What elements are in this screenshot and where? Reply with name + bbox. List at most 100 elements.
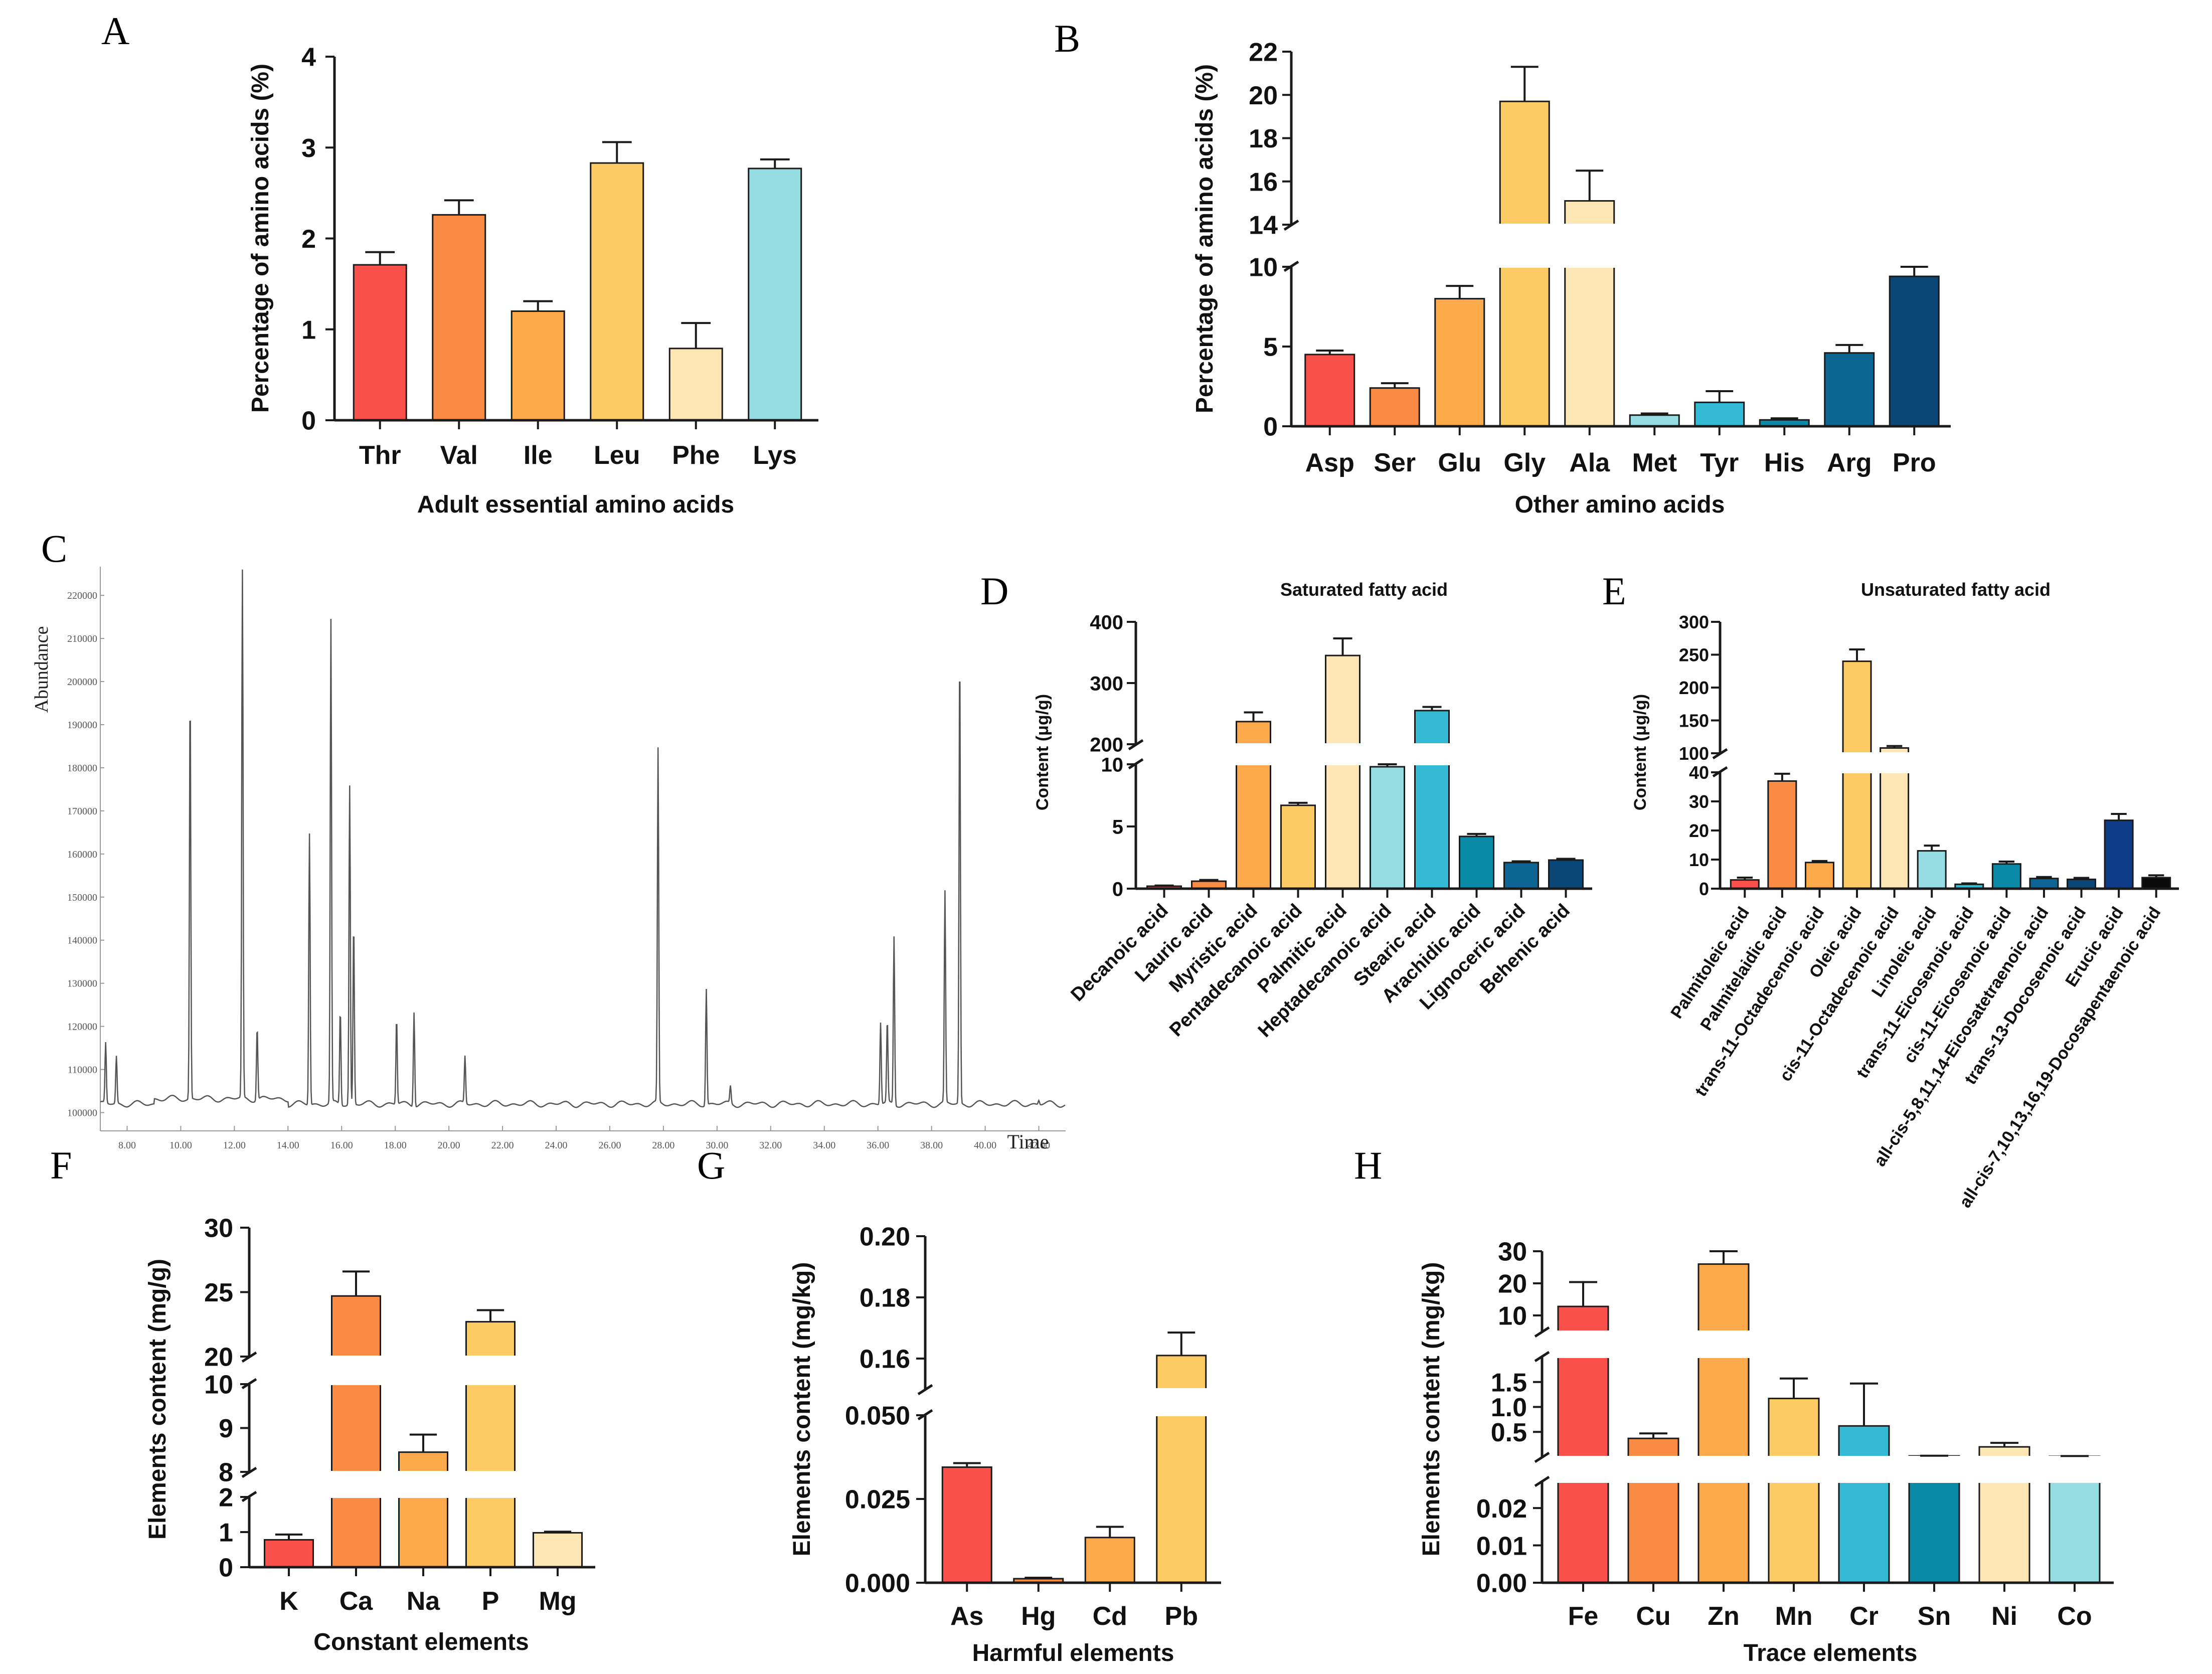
y-axis-label: Percentage of amino acids (%) [1192,64,1218,413]
y-tick-label: 400 [1090,611,1123,633]
axis-break-mark [1534,1451,1550,1463]
category-label: Gly [1503,448,1546,477]
y-tick-label: 200000 [67,677,97,688]
panel-letter-f: F [50,1143,72,1187]
category-label: Pb [1165,1602,1198,1631]
y-tick-label: 110000 [68,1065,97,1076]
bar-lys [748,168,802,421]
y-tick-label: 0.00 [1476,1569,1527,1598]
y-tick-label: 30 [1498,1238,1527,1267]
category-label: Arg [1827,448,1872,477]
x-axis-label: Adult essential amino acids [417,491,734,518]
x-axis-label: Harmful elements [972,1640,1174,1666]
category-label: Ni [1991,1602,2017,1631]
bar-glu [1434,298,1485,427]
y-tick-label: 2 [219,1483,233,1513]
bar-palmitic-acid [1325,654,1360,890]
bar-cd [1084,1537,1135,1584]
axis-break-mark [1534,1351,1550,1363]
y-tick-label: 220000 [67,590,97,601]
category-label: Zn [1708,1602,1740,1631]
y-tick-label: 2 [301,225,316,254]
y-tick-label: 9 [219,1414,233,1443]
category-label: Ala [1569,448,1610,477]
break-band [1907,1456,1961,1483]
bar-stearic-acid [1414,710,1450,890]
category-label: Fe [1568,1602,1599,1631]
y-tick-label: 180000 [67,763,97,774]
x-tick-label: 18.00 [384,1140,407,1151]
y-axis-label: Abundance [31,626,52,713]
y-tick-label: 4 [301,43,316,72]
y-tick-label: 190000 [67,720,97,731]
bar-as [941,1466,992,1584]
chart-g: As Hg Cd Pb 0.000 0.025 0.050 0.16 0.18 0.20 Harmf… [789,1223,1221,1666]
break-band [329,1356,383,1385]
y-tick-label: 170000 [67,806,97,817]
x-tick-label: 38.00 [920,1140,943,1151]
y-tick-label: 0.01 [1476,1532,1527,1561]
axis-break-mark [1534,1326,1550,1338]
y-tick-label: 130000 [67,978,97,989]
break-band [1413,743,1451,765]
y-tick-label: 5 [1263,333,1278,362]
axis-break-mark [1534,1475,1550,1487]
break-band [1841,752,1874,773]
break-band [1556,1456,1610,1483]
y-tick-label: 140000 [67,935,97,946]
chart-b: Asp Ser Glu Gly Ala Met Tyr His Arg Pro 0 5 10 14 16 18… [1192,38,1951,518]
y-tick-label: 10 [1689,850,1709,870]
bar-k [264,1539,314,1568]
y-tick-label: 1 [219,1519,233,1548]
category-label: Val [440,441,478,470]
x-tick-label: 32.00 [759,1140,782,1151]
y-tick-label: 10 [204,1371,233,1400]
x-axis-label: Time [1007,1130,1049,1153]
bar-mg [533,1532,583,1568]
panel-letter-e: E [1602,569,1626,613]
y-tick-label: 18 [1249,124,1278,153]
y-tick-label: 0.025 [845,1485,910,1515]
bar-ile [511,310,565,421]
category-label: Cd [1093,1602,1127,1631]
category-label: Leu [594,441,640,470]
bar-ser [1369,387,1420,427]
break-band [1878,752,1911,773]
bar-asp [1304,354,1355,427]
break-band [1977,1456,2031,1483]
x-tick-label: 26.00 [598,1140,621,1151]
category-label: Glu [1438,448,1481,477]
chart-title: Unsaturated fatty acid [1861,579,2051,600]
bar-linoleic-acid [1917,850,1947,890]
y-tick-label: 250 [1679,644,1709,665]
y-tick-label: 300 [1679,612,1709,632]
y-tick-label: 120000 [67,1022,97,1033]
y-tick-label: 1 [301,315,316,345]
y-tick-label: 30 [204,1214,233,1243]
y-tick-label: 300 [1090,673,1123,695]
chart-a: Thr Val Ile Leu Phe Lys 0 1 2 3 4 Adult essential a… [247,43,818,518]
bar-pentadecanoic-acid [1280,804,1316,890]
y-tick-label: 0.000 [845,1569,910,1598]
category-label: K [279,1587,298,1616]
y-tick-label: 16 [1249,168,1278,197]
bar-pro [1889,275,1940,427]
category-label: Phe [672,441,720,470]
y-tick-label: 20 [204,1343,233,1372]
break-band [1696,1330,1751,1358]
y-tick-label: 150 [1679,710,1709,731]
break-band [1563,224,1616,268]
break-band [1696,1456,1751,1483]
x-tick-label: 20.00 [438,1140,460,1151]
x-axis-label: Trace elements [1744,1640,1918,1666]
bar-thr [353,264,407,421]
bar-cis-11-eicosenoic-acid [1991,863,2021,890]
y-tick-label: 0.16 [860,1345,910,1374]
y-tick-label: 10 [1101,754,1124,776]
bar-trans-13-docosenoic-acid [2067,878,2097,890]
category-label: Lys [753,441,797,470]
y-tick-label: 0.20 [860,1223,910,1252]
axis-break-mark [917,1384,933,1396]
bar-tyr [1694,401,1745,427]
